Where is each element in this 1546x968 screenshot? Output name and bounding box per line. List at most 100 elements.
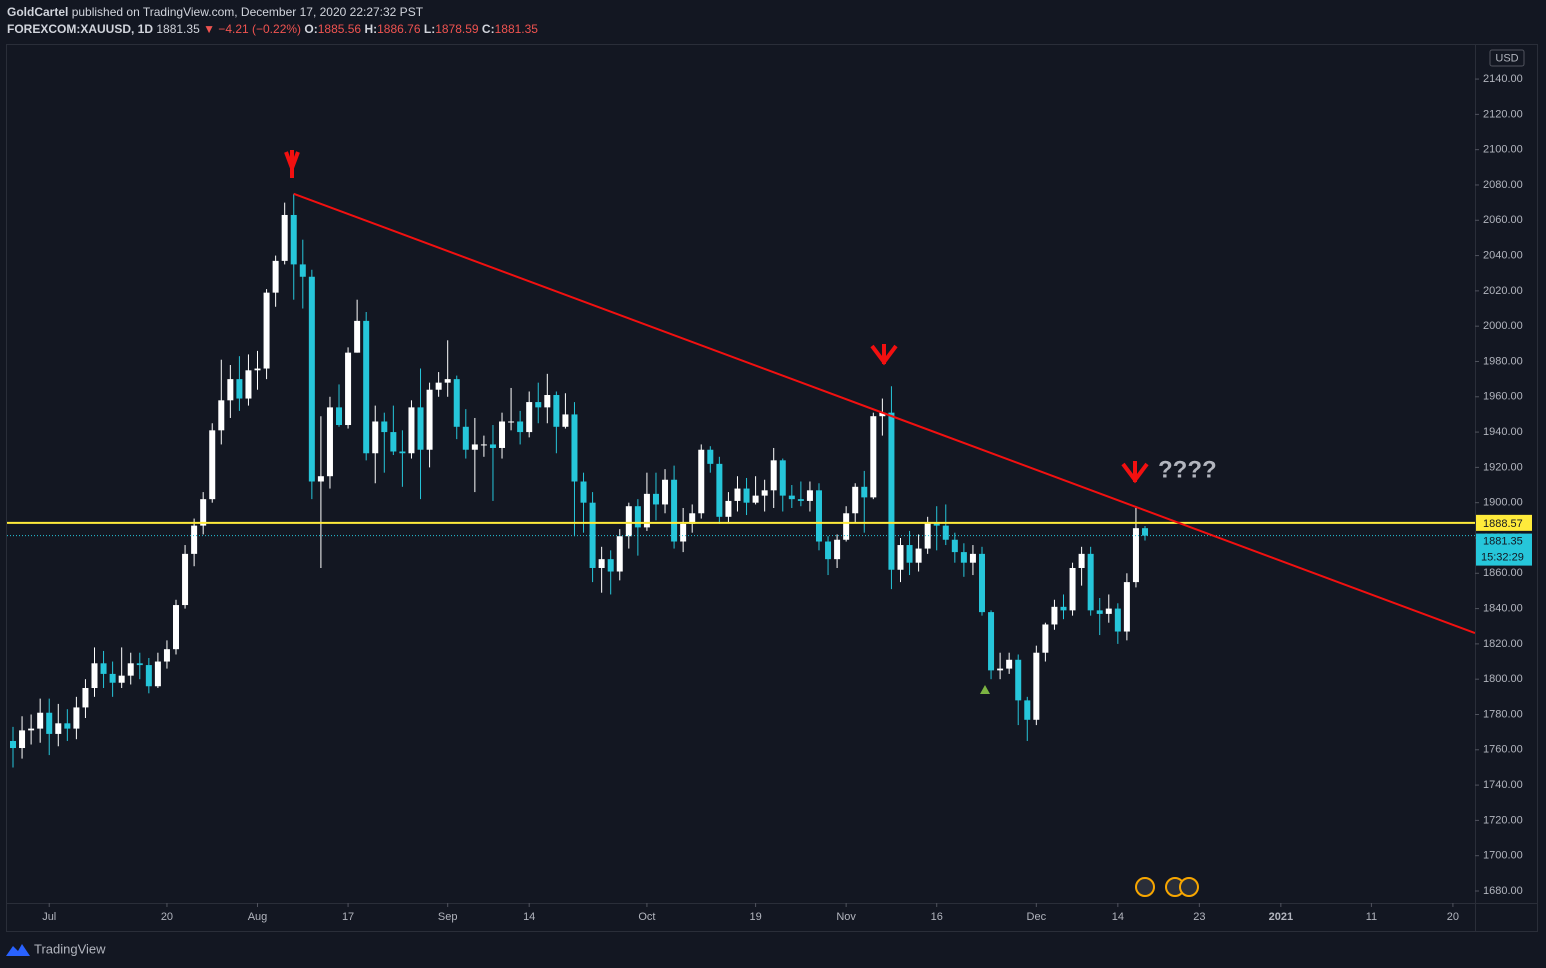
brand: TradingView xyxy=(34,941,106,956)
candle-body xyxy=(643,493,650,528)
candle-body xyxy=(725,500,732,517)
event-icon xyxy=(1179,877,1199,897)
candle-body xyxy=(435,382,442,390)
candle-body xyxy=(91,663,98,689)
candle-body xyxy=(19,730,26,749)
candle-body xyxy=(680,523,687,542)
candle-body xyxy=(942,525,949,540)
publish-line: GoldCartel published on TradingView.com,… xyxy=(7,5,423,19)
price-label: 1881.35 xyxy=(1483,536,1523,548)
candle-body xyxy=(46,712,53,734)
candle-body xyxy=(37,712,44,729)
candle-body xyxy=(390,432,397,452)
candle-body xyxy=(770,460,777,491)
c-label: C: xyxy=(481,22,495,36)
candle-body xyxy=(236,379,243,399)
o-value: 1885.56 xyxy=(317,22,362,36)
level-label: 1888.57 xyxy=(1483,518,1523,530)
candle-body xyxy=(1142,528,1148,536)
candle-body xyxy=(263,292,270,369)
countdown: 15:32:29 xyxy=(1481,552,1524,564)
candle-body xyxy=(988,612,995,671)
candle-body xyxy=(299,264,306,277)
candle-body xyxy=(354,320,361,353)
candle-body xyxy=(462,426,469,450)
candle-body xyxy=(1042,624,1049,653)
candle-body xyxy=(28,728,35,731)
candle-body xyxy=(281,214,288,261)
candle-body xyxy=(598,559,605,568)
candle-body xyxy=(544,395,551,408)
candle-body xyxy=(897,545,904,570)
candle-body xyxy=(924,522,931,549)
x-tick-label: Nov xyxy=(836,911,856,923)
candle-body xyxy=(1078,553,1085,568)
candle-body xyxy=(1024,700,1031,720)
x-tick-label: 16 xyxy=(931,911,943,923)
candle-body xyxy=(154,661,161,687)
candle-body xyxy=(453,379,460,427)
candle-body xyxy=(173,605,180,650)
candle-body xyxy=(761,490,768,496)
candle-body xyxy=(571,414,578,482)
candle-body xyxy=(852,486,859,514)
y-tick-label: 1940.00 xyxy=(1483,426,1523,438)
candle-body xyxy=(834,539,841,560)
candle-body xyxy=(100,663,107,674)
candle-body xyxy=(652,493,659,505)
y-tick-label: 1720.00 xyxy=(1483,814,1523,826)
candle-body xyxy=(969,553,976,563)
candle-body xyxy=(671,479,678,542)
x-tick-label: 23 xyxy=(1193,911,1205,923)
y-tick-label: 1800.00 xyxy=(1483,673,1523,685)
candle-body xyxy=(109,673,116,683)
x-tick-label: Oct xyxy=(638,911,655,923)
candle-body xyxy=(951,539,958,553)
y-tick-label: 1960.00 xyxy=(1483,391,1523,403)
price-label-bg xyxy=(1476,533,1532,566)
candle-body xyxy=(716,463,723,517)
candle-body xyxy=(1033,652,1040,720)
y-tick-label: 1700.00 xyxy=(1483,850,1523,862)
candle-body xyxy=(870,416,877,498)
currency: USD xyxy=(1495,52,1518,64)
candle-body xyxy=(372,421,379,454)
h-value: 1886.76 xyxy=(377,22,421,36)
candle-body xyxy=(444,379,451,383)
candle-body xyxy=(10,740,16,749)
candle-body xyxy=(797,499,804,501)
candle-body xyxy=(788,495,795,500)
x-tick-label: 20 xyxy=(161,911,173,923)
candle-body xyxy=(933,522,940,526)
candle-body xyxy=(779,460,786,496)
candle-body xyxy=(381,421,388,433)
y-tick-label: 1740.00 xyxy=(1483,779,1523,791)
y-tick-label: 1680.00 xyxy=(1483,885,1523,897)
candle-body xyxy=(815,490,822,542)
trend-line xyxy=(293,192,1475,634)
candle-body xyxy=(471,444,478,450)
candle-body xyxy=(997,668,1004,671)
event-icon xyxy=(1135,877,1155,897)
candle-body xyxy=(743,488,750,503)
y-tick-label: 2040.00 xyxy=(1483,249,1523,261)
candle-body xyxy=(227,379,234,401)
candle-body xyxy=(960,552,967,563)
candle-body xyxy=(1051,606,1058,625)
candle-body xyxy=(408,407,415,454)
candle-body xyxy=(290,214,297,265)
candle-body xyxy=(218,400,225,431)
x-tick-label: Sep xyxy=(438,911,458,923)
x-tick-label: 20 xyxy=(1447,911,1459,923)
annotation: ???? xyxy=(1158,456,1217,483)
candle-body xyxy=(145,665,152,687)
candle-body xyxy=(55,723,62,734)
x-tick-label: Dec xyxy=(1027,911,1047,923)
y-tick-label: 2100.00 xyxy=(1483,144,1523,156)
x-tick-label: 19 xyxy=(749,911,761,923)
signal-marker xyxy=(980,685,990,694)
x-tick-label: Aug xyxy=(248,911,268,923)
candle-body xyxy=(73,707,80,729)
